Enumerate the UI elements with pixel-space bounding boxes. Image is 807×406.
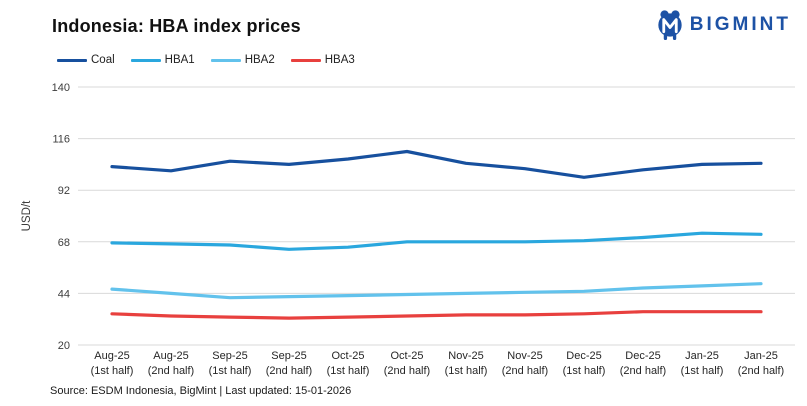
series-line-hba3: [110, 310, 763, 320]
series-line-hba1: [110, 231, 763, 251]
x-tick-sublabel: (2nd half): [384, 365, 430, 377]
bigmint-logo: BIGMINT: [655, 9, 791, 41]
source-note: Source: ESDM Indonesia, BigMint | Last u…: [50, 385, 352, 397]
legend-swatch-coal: [57, 58, 87, 62]
x-tick-sublabel: (1st half): [563, 365, 606, 377]
x-tick-label: Jan-25: [744, 350, 778, 362]
y-tick-label: 68: [58, 237, 70, 249]
x-tick-sublabel: (1st half): [91, 365, 134, 377]
bigmint-logo-icon: [658, 10, 682, 40]
y-axis-title: USD/t: [21, 200, 33, 231]
x-tick-sublabel: (2nd half): [502, 365, 548, 377]
y-tick-label: 116: [52, 134, 70, 146]
x-tick-label: Aug-25: [94, 350, 129, 362]
legend-item-hba3: HBA3: [290, 54, 355, 66]
x-tick-sublabel: (1st half): [445, 365, 488, 377]
x-tick-sublabel: (2nd half): [266, 365, 312, 377]
legend-swatch-hba2: [210, 58, 241, 62]
x-tick-label: Aug-25: [153, 350, 188, 362]
legend-label: HBA3: [324, 54, 355, 66]
x-tick-label: Dec-25: [625, 350, 660, 362]
x-tick-label: Jan-25: [685, 350, 719, 362]
y-tick-label: 92: [58, 185, 70, 197]
x-tick-label: Oct-25: [390, 350, 423, 362]
x-tick-label: Dec-25: [566, 350, 601, 362]
x-tick-label: Sep-25: [271, 350, 306, 362]
x-tick-sublabel: (2nd half): [738, 365, 784, 377]
legend-swatch-hba3: [290, 58, 321, 62]
x-tick-sublabel: (2nd half): [620, 365, 666, 377]
y-tick-label: 44: [58, 288, 70, 300]
page-title: Indonesia: HBA index prices: [52, 16, 301, 36]
x-tick-sublabel: (2nd half): [148, 365, 194, 377]
legend-item-hba1: HBA1: [130, 54, 195, 66]
x-tick-sublabel: (1st half): [209, 365, 252, 377]
x-tick-label: Nov-25: [448, 350, 483, 362]
legend-item-coal: Coal: [57, 54, 115, 66]
legend-item-hba2: HBA2: [210, 54, 275, 66]
legend-label: HBA2: [244, 54, 275, 66]
x-tick-label: Nov-25: [507, 350, 542, 362]
y-tick-label: 20: [58, 340, 70, 352]
legend-label: HBA1: [164, 54, 195, 66]
x-tick-label: Oct-25: [331, 350, 364, 362]
legend-swatch-hba1: [130, 58, 161, 62]
series-line-hba2: [110, 282, 763, 300]
series-line-coal: [110, 149, 763, 179]
legend-label: Coal: [91, 54, 115, 66]
bigmint-logo-text: BIGMINT: [689, 14, 791, 35]
x-tick-sublabel: (1st half): [327, 365, 370, 377]
legend: Coal HBA1 HBA2 HBA3: [57, 54, 355, 66]
line-chart: 20 44 68 92 116 140 Aug-25 (1st half) Aug-25 (2nd…: [21, 82, 795, 377]
x-tick-label: Sep-25: [212, 350, 247, 362]
y-tick-label: 140: [52, 82, 70, 94]
x-tick-sublabel: (1st half): [681, 365, 724, 377]
